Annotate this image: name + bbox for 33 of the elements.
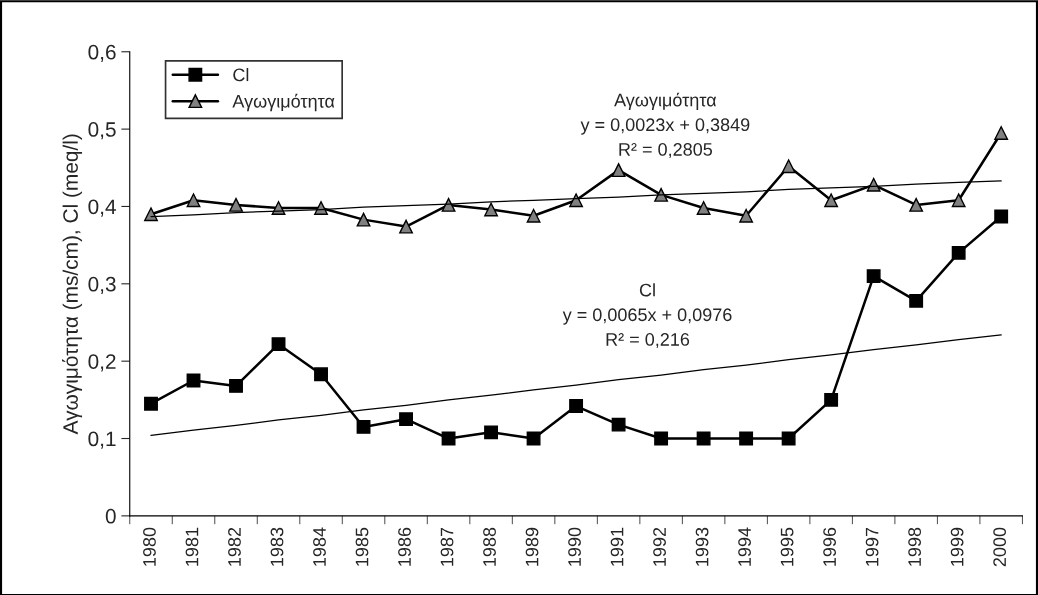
- x-tick-label: 1993: [695, 527, 709, 566]
- x-tick-label: 1983: [270, 527, 284, 566]
- y-tick-label: 0,4: [88, 199, 116, 217]
- legend-label: Αγωγιμότητα: [232, 93, 335, 112]
- x-tick-label: 1985: [355, 527, 369, 566]
- x-tick-label: 1996: [823, 527, 836, 566]
- x-tick-label: 1987: [440, 527, 454, 566]
- x-tick-label: 1998: [908, 527, 922, 566]
- x-tick-label: 1986: [398, 527, 411, 566]
- annotation: Cl y = 0,0065x + 0,0976 R² = 0,216: [562, 283, 732, 348]
- x-tick-label: 1992: [653, 527, 666, 566]
- x-tick-label: 2000: [993, 527, 1007, 567]
- x-tick-label: 1994: [738, 527, 751, 566]
- y-axis-title: Αγωγιμότητα (ms/cm), Cl (meq/l): [62, 134, 83, 435]
- x-tick-label: 1988: [483, 527, 496, 566]
- x-tick-label: 1984: [313, 527, 326, 566]
- x-tick-label: 1989: [525, 527, 539, 566]
- y-tick-label: 0,3: [88, 276, 116, 295]
- legend-label: Cl: [233, 68, 249, 82]
- x-tick-label: 1980: [143, 527, 156, 566]
- y-tick-label: 0,1: [88, 431, 116, 449]
- x-tick-label: 1997: [865, 527, 879, 566]
- x-tick-label: 1982: [228, 527, 241, 566]
- y-tick-label: 0,5: [88, 122, 116, 140]
- x-tick-label: 1991: [610, 527, 624, 566]
- y-tick-label: 0,2: [88, 354, 116, 372]
- x-tick-label: 1981: [185, 527, 199, 566]
- y-tick-label: 0,6: [88, 44, 116, 62]
- annotation: Αγωγιμότητα y = 0,0023x + 0,3849 R² = 0,2805: [580, 92, 750, 158]
- y-tick-label: 0: [105, 508, 116, 524]
- x-tick-label: 1999: [950, 527, 964, 566]
- x-tick-label: 1995: [780, 527, 794, 566]
- x-tick-label: 1990: [568, 527, 581, 566]
